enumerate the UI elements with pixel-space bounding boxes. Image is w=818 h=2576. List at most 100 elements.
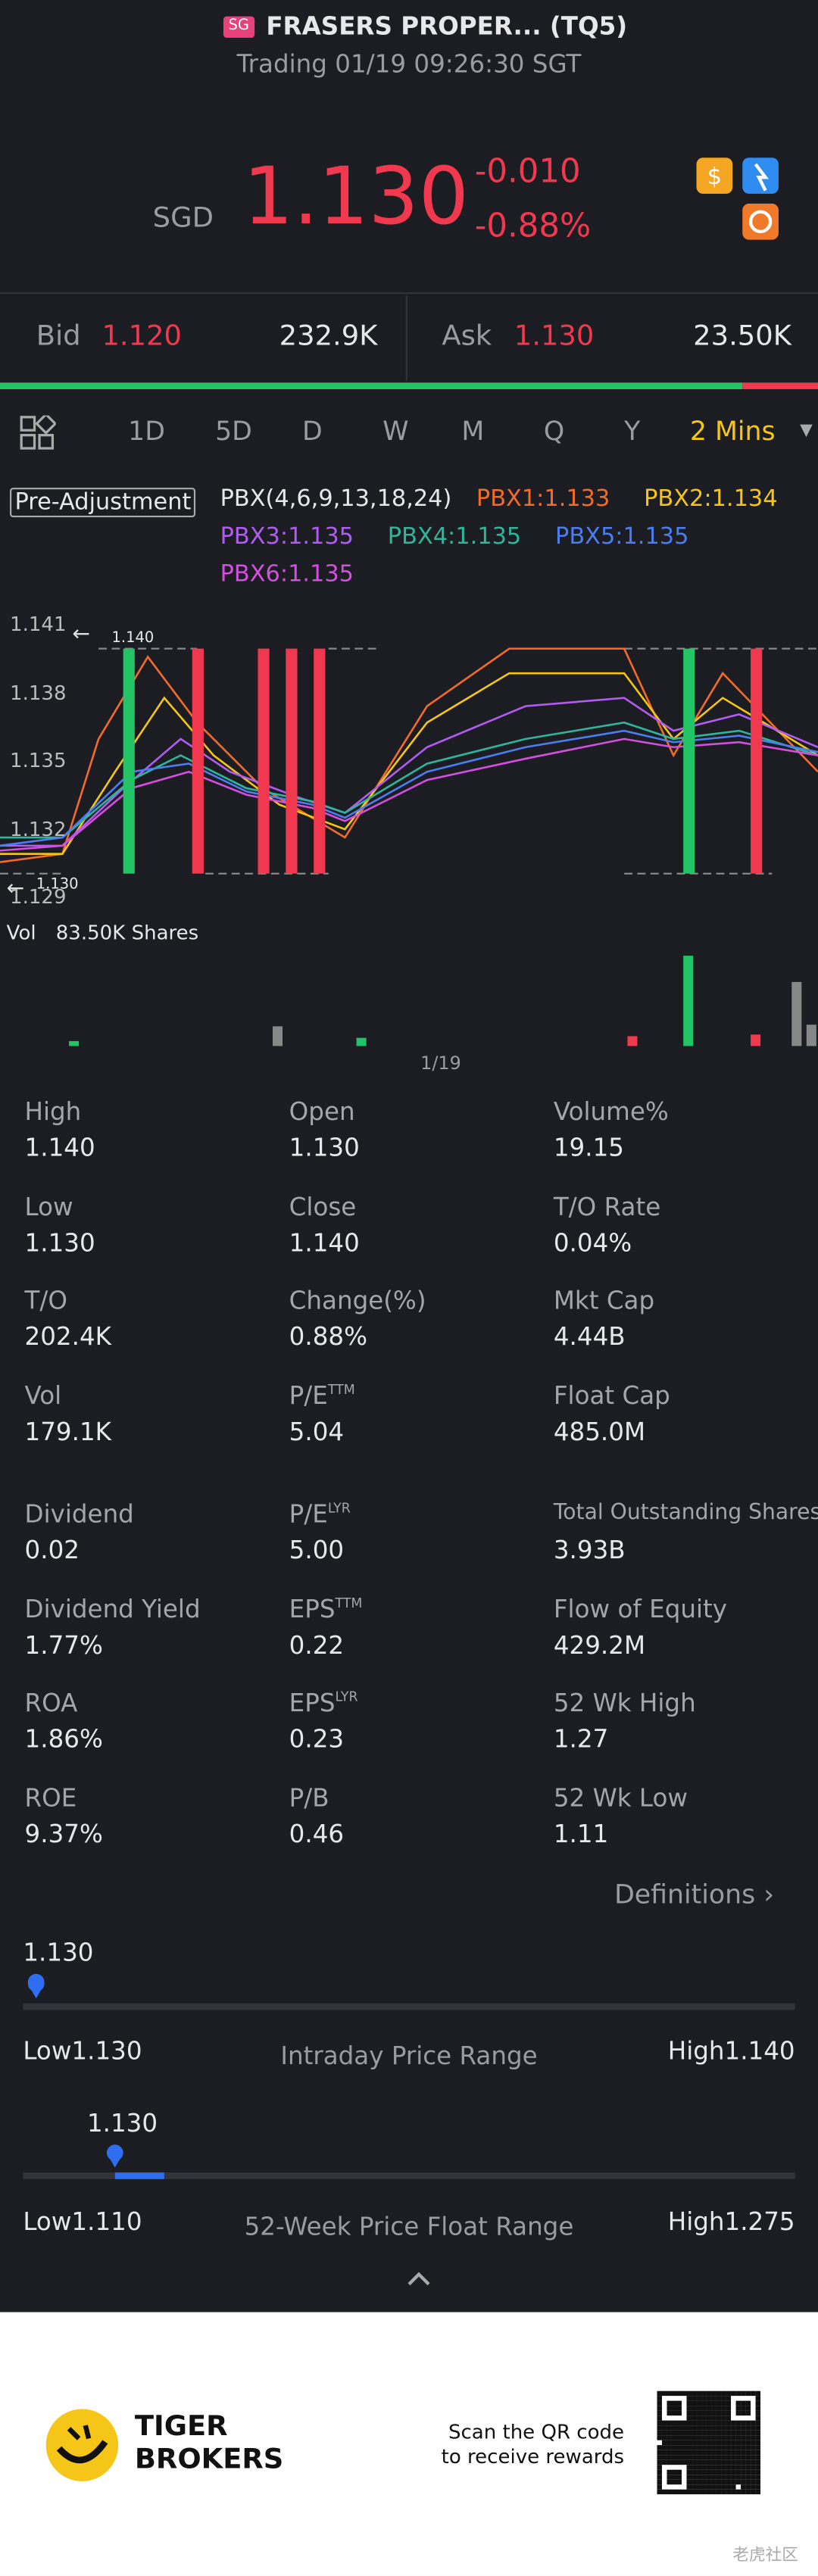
adjust-mode[interactable]: Pre-Adjustment: [10, 488, 196, 518]
stat-value: 429.2M: [553, 1630, 646, 1661]
tab[interactable]: Y: [624, 415, 641, 447]
week52-low: Low1.110: [23, 2206, 142, 2237]
axis-label: 1.138: [10, 680, 67, 704]
stat-value: 1.140: [24, 1133, 95, 1163]
stat-label: P/ETTM: [289, 1380, 355, 1411]
tab[interactable]: 2 Mins: [689, 415, 776, 447]
stat-label: Volume%: [553, 1096, 669, 1127]
stat-label: Close: [289, 1192, 357, 1222]
tab[interactable]: W: [382, 415, 409, 447]
svg-text:←: ←: [7, 875, 25, 900]
svg-text:←: ←: [72, 621, 90, 646]
stat-label: T/O: [24, 1286, 67, 1316]
collapse-chevron[interactable]: [406, 2271, 432, 2288]
stat-label: Change(%): [289, 1286, 426, 1316]
layout-icon[interactable]: [20, 415, 56, 452]
badge: SG: [223, 16, 254, 38]
stat-value: 5.04: [289, 1417, 345, 1447]
stat-value: 3.93B: [553, 1535, 626, 1565]
stat-superscript: TTM: [327, 1383, 355, 1398]
stat-superscript: LYR: [335, 1689, 358, 1705]
status: Trading 01/19 09:26:30 SGT: [236, 49, 582, 80]
stat-label: P/B: [289, 1783, 329, 1813]
icons: $: [696, 157, 779, 240]
indicator-name: PBX(4,6,9,13,18,24): [220, 485, 452, 513]
stat-value: 0.88%: [289, 1321, 368, 1352]
tab[interactable]: 1D: [128, 415, 165, 447]
stat-value: 0.23: [289, 1724, 345, 1754]
axis-label: 1.135: [10, 748, 67, 772]
stat-label: Float Cap: [553, 1380, 670, 1411]
stat-value: 4.44B: [553, 1321, 626, 1352]
divider: [0, 292, 818, 295]
tab[interactable]: Q: [543, 415, 565, 447]
axis-label: 1.132: [10, 816, 67, 840]
stat-value: 1.130: [24, 1228, 95, 1258]
stat-value: 19.15: [553, 1133, 624, 1163]
stat-value: 9.37%: [24, 1819, 103, 1849]
stat-label: Low: [24, 1192, 73, 1222]
brand: BROKERS: [134, 2443, 284, 2477]
stat-value: 1.130: [289, 1133, 360, 1163]
axis-label: 1.129: [10, 884, 67, 909]
stat-label: EPSLYR: [289, 1688, 358, 1718]
stat-value: 0.22: [289, 1630, 345, 1661]
week52-title: 52-Week Price Float Range: [244, 2212, 574, 2242]
bid-label: Bid: [36, 320, 81, 354]
intraday-current: 1.130: [23, 1938, 94, 1968]
stat-label: 52 Wk Low: [553, 1783, 688, 1813]
logo: [45, 2409, 119, 2481]
dropdown-arrow[interactable]: ▼: [800, 422, 813, 441]
stat-value: 5.00: [289, 1535, 345, 1565]
stat-value: 1.27: [553, 1724, 609, 1754]
definitions-text[interactable]: Definitions: [614, 1878, 756, 1910]
scan-text: Scan the QR code: [448, 2420, 625, 2443]
watermark: 老虎社区: [732, 2546, 798, 2565]
stat-label: Total Outstanding Shares: [553, 1501, 818, 1526]
week52-track: [23, 2144, 795, 2179]
stat-label: Flow of Equity: [553, 1594, 728, 1624]
indicator: PBX5:1.135: [555, 523, 689, 550]
ask-price: 1.130: [514, 320, 595, 354]
stat-value: 1.86%: [24, 1724, 103, 1754]
stat-value: 0.46: [289, 1819, 345, 1849]
week52-current: 1.130: [86, 2108, 158, 2138]
stat-label: T/O Rate: [553, 1192, 661, 1222]
tab[interactable]: D: [302, 415, 323, 447]
scan-text: to receive rewards: [441, 2445, 625, 2468]
indicator: PBX3:1.135: [220, 523, 354, 550]
divider: [405, 295, 407, 382]
high-mark: 1.140: [111, 630, 155, 647]
stat-label: EPSTTM: [289, 1594, 363, 1624]
stat-label: Open: [289, 1096, 355, 1127]
stat-value: 179.1K: [24, 1417, 111, 1447]
definitions[interactable]: Definitions ›: [614, 1878, 775, 1910]
low-mark: 1.130: [36, 877, 79, 893]
title: FRASERS PROPER... (TQ5): [266, 11, 628, 42]
price-chart: ←←: [0, 621, 818, 1046]
stat-label: ROA: [24, 1688, 78, 1718]
change: -0.010: [474, 151, 581, 191]
vol-label: Vol: [6, 921, 36, 944]
bid-bar: [0, 382, 743, 389]
date: 1/19: [420, 1053, 461, 1074]
stat-value: 0.04%: [553, 1228, 632, 1258]
indicator: PBX6:1.135: [220, 561, 354, 588]
price: 1.130: [242, 151, 469, 243]
stat-superscript: LYR: [327, 1501, 351, 1516]
intraday-high: High1.140: [667, 2036, 795, 2066]
ask-bar: [742, 382, 818, 389]
intraday-low: Low1.130: [23, 2036, 142, 2066]
qr-code: [657, 2390, 761, 2495]
stat-value: 202.4K: [24, 1321, 111, 1352]
intraday-track: [23, 1973, 795, 2010]
vol-value: 83.50K Shares: [55, 921, 199, 944]
stat-value: 1.140: [289, 1228, 360, 1258]
tab[interactable]: M: [461, 415, 485, 447]
stat-value: 485.0M: [553, 1417, 646, 1447]
stat-label: Dividend Yield: [24, 1594, 201, 1624]
svg-text:$: $: [707, 164, 722, 190]
stat-superscript: TTM: [335, 1595, 363, 1611]
tab[interactable]: 5D: [215, 415, 252, 447]
stat-label: 52 Wk High: [553, 1688, 696, 1718]
